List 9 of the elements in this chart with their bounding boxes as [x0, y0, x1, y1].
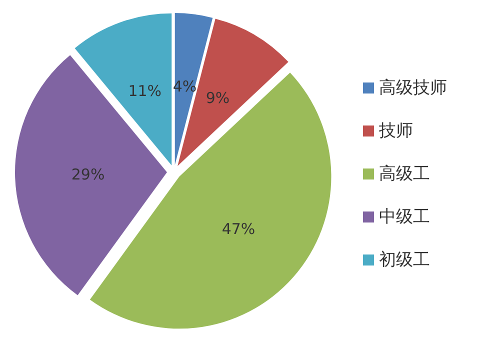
legend-label: 初级工	[379, 250, 430, 270]
data-label: 29%	[71, 166, 105, 184]
legend-label: 高级工	[379, 164, 430, 184]
legend-label: 技师	[378, 121, 413, 141]
data-label: 9%	[206, 88, 230, 107]
data-label: 47%	[222, 220, 256, 238]
data-label: 11%	[128, 82, 162, 100]
legend-label: 高级技师	[379, 78, 447, 98]
legend-label: 中级工	[379, 207, 430, 227]
